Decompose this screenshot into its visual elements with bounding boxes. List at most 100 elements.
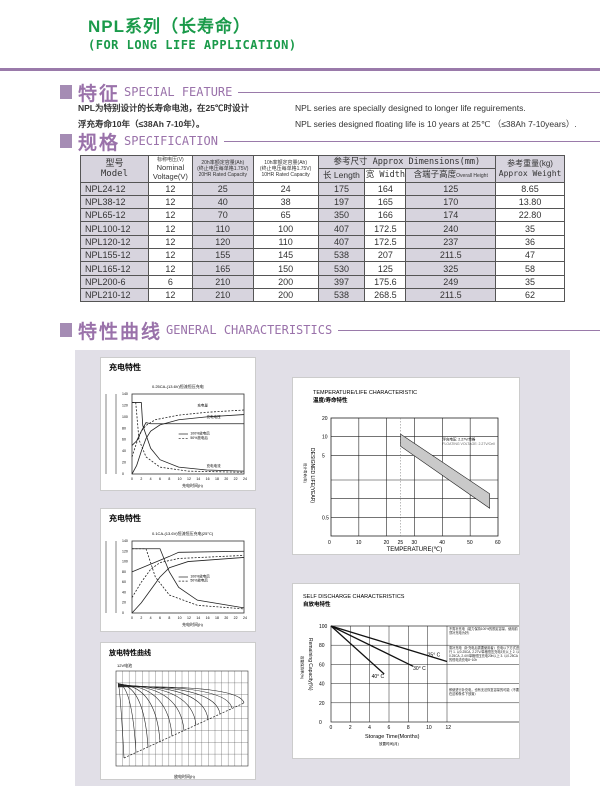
y-tick-label: 60 xyxy=(122,438,126,442)
header-length: 长 Length xyxy=(317,168,366,183)
cell-weight: 58 xyxy=(495,261,565,276)
page-title: NPL系列（长寿命） xyxy=(88,17,251,36)
cell-capacity-20hr: 165 xyxy=(191,261,254,276)
x-tick-label: 50 xyxy=(467,540,473,546)
section-marker xyxy=(60,85,72,99)
y-tick-label: 80 xyxy=(122,426,126,430)
cell-model: NPL38-12 xyxy=(80,194,149,210)
cell-weight: 62 xyxy=(495,287,565,303)
y-tick-label: 140 xyxy=(122,392,128,396)
header-model: 型号 Model xyxy=(80,155,149,183)
cell-width: 125 xyxy=(364,261,407,276)
table-row: NPL65-12 12 70 65 350 166 174 22.80 xyxy=(80,208,565,223)
cell-length: 530 xyxy=(317,261,366,276)
x-tick-label: 6 xyxy=(159,616,161,620)
x-tick-label: 20 xyxy=(224,616,228,620)
discharge-curve xyxy=(117,684,173,737)
cell-capacity-20hr: 110 xyxy=(191,221,254,236)
cell-width: 172.5 xyxy=(364,234,407,250)
x-tick-label: 12 xyxy=(446,725,452,731)
cell-model: NPL24-12 xyxy=(80,181,149,196)
cell-capacity-20hr: 210 xyxy=(191,287,254,303)
cell-height: 125 xyxy=(405,181,497,196)
cell-width: 166 xyxy=(364,208,407,223)
chart-subtitle: 0.1CA-(13.6V)恒流恒压充电(25°C) xyxy=(152,530,214,536)
x-tick-label: 10 xyxy=(356,540,362,546)
cell-weight: 35 xyxy=(495,221,565,236)
plot-area xyxy=(131,393,245,475)
series-label: 30° C xyxy=(413,666,426,672)
y-tick-label: 60 xyxy=(122,580,126,584)
section-marker xyxy=(60,134,72,148)
y-tick-label: 0 xyxy=(319,720,322,726)
curve-label: 充电量 xyxy=(197,403,208,408)
chart-subtitle: 自放电特性 xyxy=(303,600,331,608)
cell-capacity-10hr: 150 xyxy=(252,261,319,276)
y-tick-label: 0 xyxy=(122,611,124,615)
x-tick-label: 20 xyxy=(224,477,228,481)
series-line xyxy=(132,402,245,473)
cell-height: 170 xyxy=(405,194,497,210)
cell-length: 538 xyxy=(317,248,366,263)
heading-cn: 规格 xyxy=(78,132,121,154)
note-text: 即使进行补充电，也有无法恢复容量的可能（不要在这种条件下放置） xyxy=(449,688,520,697)
cell-voltage: 12 xyxy=(147,261,193,276)
chart-subtitle: 0.25CA-(13.6V)恒流恒压充电 xyxy=(152,383,204,389)
discharge-curve xyxy=(117,684,185,731)
x-axis-label-cn: 温度 xyxy=(399,553,406,555)
x-tick-label: 14 xyxy=(196,477,200,481)
heading-cn: 特征 xyxy=(78,83,121,105)
table-row: NPL200-6 6 210 200 397 175.6 249 35 xyxy=(80,274,565,289)
x-tick-label: 0 xyxy=(131,477,133,481)
y-tick-label: 80 xyxy=(319,643,325,649)
table-row: NPL24-12 12 25 24 175 164 125 8.65 xyxy=(80,181,565,196)
y-tick-label: 100 xyxy=(319,624,328,630)
x-tick-label: 2 xyxy=(140,477,142,481)
y-axis-label-cn: 容量保持率(%) xyxy=(300,656,305,679)
x-tick-label: 12 xyxy=(187,616,191,620)
x-tick-label: 60 xyxy=(495,540,501,546)
series-line xyxy=(132,548,245,609)
table-row: NPL38-12 12 40 38 197 165 170 13.80 xyxy=(80,194,565,210)
cell-model: NPL65-12 xyxy=(80,208,149,223)
cell-length: 350 xyxy=(317,208,366,223)
cell-model: NPL210-12 xyxy=(80,287,149,303)
note-text: 需补充电（补充电后需要使用者）充电以下方式进行 1. 以0.25CA, 2.27… xyxy=(449,646,520,663)
cell-capacity-10hr: 200 xyxy=(252,287,319,303)
y-axis-label: DESIGNED LIFE(YEAR) xyxy=(309,448,315,503)
cell-weight: 47 xyxy=(495,248,565,263)
cell-width: 165 xyxy=(364,194,407,210)
legend-label: 100%放电后 xyxy=(190,574,210,579)
y-axis-label-cn: 设计寿命(年) xyxy=(303,463,308,483)
header-voltage: 标称电压(V) Nominal Voltage(V) xyxy=(147,155,193,183)
cell-voltage: 12 xyxy=(147,248,193,263)
y-tick-label: 100 xyxy=(122,415,128,419)
series-label: 40° C xyxy=(372,674,385,680)
cell-capacity-10hr: 38 xyxy=(252,194,319,210)
heading-en: SPECIFICATION xyxy=(124,134,218,148)
series-line xyxy=(132,402,245,472)
header-weight: 参考重量(kg) Approx Weight xyxy=(495,155,565,183)
feature-text-en: NPL series are specially designed to lon… xyxy=(295,100,577,132)
cell-width: 268.5 xyxy=(364,287,407,303)
chart-subtitle: 温度/寿命特性 xyxy=(313,396,348,404)
cell-length: 407 xyxy=(317,234,366,250)
y-tick-label: 0.5 xyxy=(322,515,329,521)
series-line xyxy=(131,414,245,475)
legend-label: 50%放电后 xyxy=(190,435,208,440)
cell-length: 175 xyxy=(317,181,366,196)
annotation: FLOATING VOLTAGE: 2.27V/Cell xyxy=(442,442,495,446)
cell-length: 197 xyxy=(317,194,366,210)
y-tick-label: 40 xyxy=(122,449,126,453)
x-tick-label: 30 xyxy=(412,540,418,546)
x-tick-label: 6 xyxy=(159,477,161,481)
cell-weight: 36 xyxy=(495,234,565,250)
series-line xyxy=(131,557,245,614)
heading-cn: 特性曲线 xyxy=(78,321,163,343)
x-tick-label: 0 xyxy=(328,540,331,546)
x-tick-label: 16 xyxy=(206,616,210,620)
